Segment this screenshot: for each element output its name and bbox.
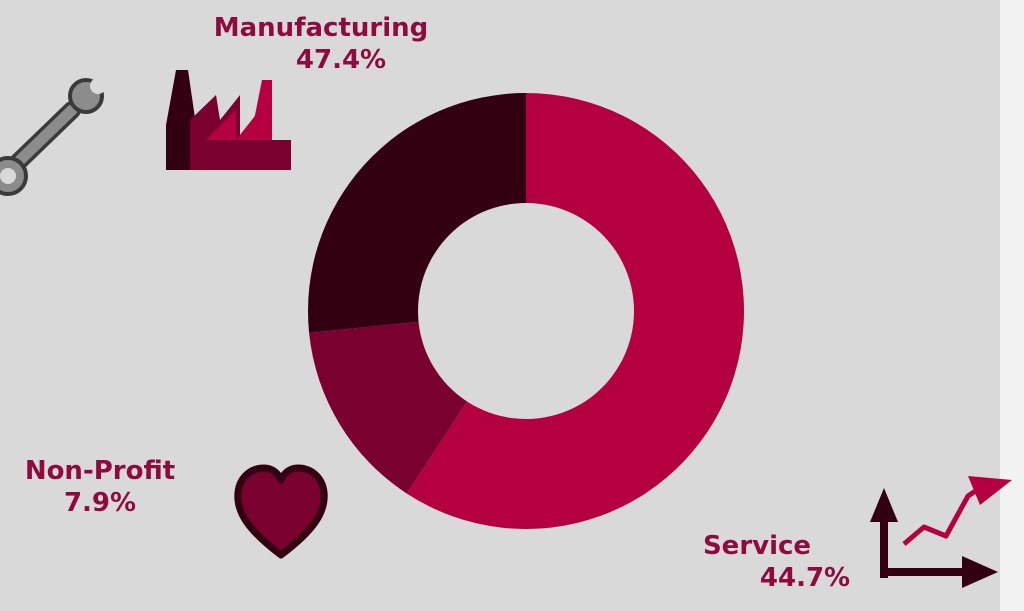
- heart-icon: [234, 464, 328, 559]
- growth-chart-icon: [870, 476, 1012, 588]
- donut-slice-service: [406, 93, 745, 529]
- factory-icon: [166, 70, 291, 170]
- label-percent: 7.9%: [63, 488, 137, 518]
- label-service: Service 44.7%: [690, 530, 860, 594]
- donut-slice-non-profit: [309, 321, 467, 494]
- label-name: Manufacturing: [213, 13, 429, 43]
- label-name: Non-Profit: [24, 456, 176, 486]
- label-percent: 44.7%: [759, 563, 851, 593]
- label-manufacturing: Manufacturing 47.4%: [206, 12, 436, 76]
- side-panel: [1000, 0, 1024, 611]
- wrench-icon: [0, 78, 106, 196]
- donut-slice-manufacturing: [308, 93, 526, 333]
- label-percent: 47.4%: [295, 45, 387, 75]
- label-non-profit: Non-Profit 7.9%: [8, 455, 192, 519]
- label-name: Service: [702, 531, 812, 561]
